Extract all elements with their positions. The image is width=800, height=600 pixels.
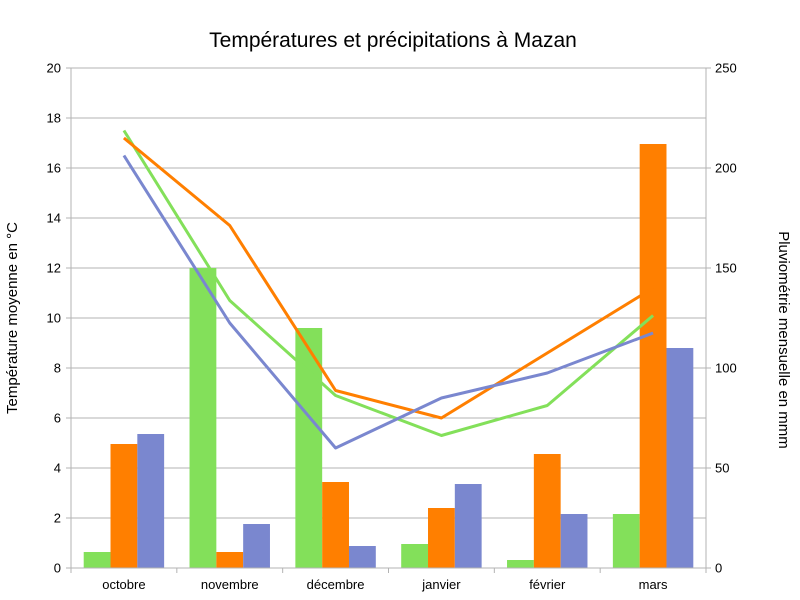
bar [454, 484, 482, 568]
series-line [122, 129, 655, 437]
y-tick-label: 0 [54, 561, 61, 576]
bar [348, 546, 376, 568]
bar [612, 514, 640, 568]
x-tick-label: novembre [201, 577, 259, 592]
y-tick-label: 14 [47, 211, 61, 226]
bars [83, 144, 694, 568]
y-tick-label: 18 [47, 111, 61, 126]
gridlines [71, 67, 706, 569]
bar [560, 514, 588, 568]
lines [122, 129, 655, 450]
bar [533, 454, 561, 568]
y-tick-label: 2 [54, 511, 61, 526]
bar [322, 482, 349, 568]
bar [428, 508, 455, 568]
x-tick-label: janvier [421, 577, 461, 592]
x-tick-label: mars [639, 577, 668, 592]
y2-tick-label: 50 [715, 461, 729, 476]
y-tick-label: 20 [47, 61, 61, 76]
axes [66, 67, 711, 573]
series-line [122, 136, 654, 420]
y-tick-label: 16 [47, 161, 61, 176]
bar [295, 328, 323, 568]
y-tick-label: 12 [47, 261, 61, 276]
chart-title: Températures et précipitations à Mazan [209, 29, 577, 52]
y2-axis-label: Pluviométrie mensuelle en mmm [775, 231, 792, 449]
y-tick-label: 10 [47, 311, 61, 326]
y-axis-label: Température moyenne en °C [4, 222, 21, 414]
y2-tick-label: 0 [715, 561, 722, 576]
bar [110, 444, 138, 568]
x-tick-label: février [529, 577, 566, 592]
bar [507, 560, 534, 568]
bar [83, 552, 111, 568]
bar [216, 552, 244, 568]
bar [137, 434, 165, 568]
y2-tick-label: 150 [715, 261, 737, 276]
bar [243, 524, 270, 568]
y-tick-label: 6 [54, 411, 61, 426]
bar [401, 544, 429, 568]
y2-tick-label: 100 [715, 361, 737, 376]
x-tick-label: octobre [102, 577, 145, 592]
series-line [122, 154, 654, 450]
y-tick-label: 8 [54, 361, 61, 376]
bar [189, 268, 217, 568]
bar [639, 144, 667, 568]
y2-tick-label: 250 [715, 61, 737, 76]
bar [666, 348, 694, 568]
y2-tick-label: 200 [715, 161, 737, 176]
y-tick-label: 4 [54, 461, 61, 476]
x-tick-label: décembre [307, 577, 365, 592]
